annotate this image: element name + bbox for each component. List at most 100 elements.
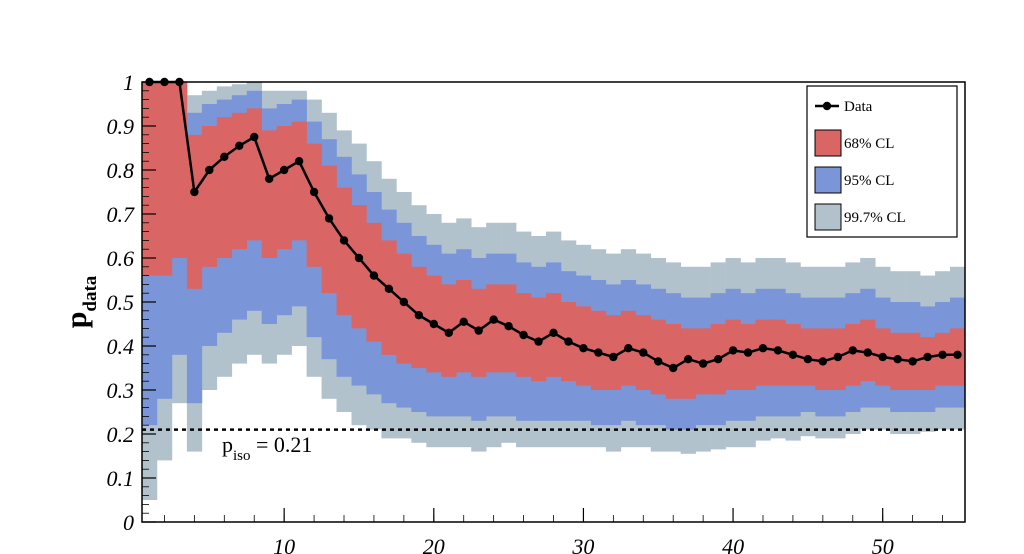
data-point bbox=[324, 214, 334, 223]
data-point bbox=[773, 346, 783, 355]
data-point bbox=[250, 132, 259, 142]
band-68-bin bbox=[740, 324, 756, 390]
data-point bbox=[190, 187, 199, 197]
band-68-bin bbox=[755, 319, 771, 386]
band-68-bin bbox=[246, 108, 263, 241]
band-68-bin bbox=[845, 324, 861, 386]
data-point bbox=[459, 317, 468, 326]
data-point bbox=[339, 236, 349, 245]
legend-data-marker bbox=[822, 101, 832, 111]
data-point bbox=[414, 311, 424, 320]
band-68-bin bbox=[261, 130, 277, 258]
band-68-bin bbox=[142, 82, 158, 276]
band-68-bin bbox=[396, 253, 412, 364]
band-68-bin bbox=[605, 315, 622, 390]
band-68-bin bbox=[156, 82, 173, 276]
legend: Data 68% CL 95% CL 99.7% CL bbox=[806, 85, 958, 238]
data-point bbox=[938, 350, 947, 359]
data-point bbox=[893, 355, 902, 364]
data-point bbox=[205, 165, 214, 175]
band-68-bin bbox=[486, 284, 502, 373]
reference-label-sub: iso bbox=[233, 448, 251, 464]
band-68-bin bbox=[935, 332, 951, 386]
data-point bbox=[818, 357, 828, 366]
isotropic-reference-line: piso = 0.21 bbox=[142, 428, 965, 464]
data-point bbox=[429, 319, 438, 329]
data-point bbox=[534, 337, 543, 346]
band-68-bin bbox=[306, 143, 322, 267]
y-tick-label: 0.1 bbox=[107, 466, 135, 491]
band-68-bin bbox=[920, 337, 936, 390]
y-tick-label: 0.3 bbox=[107, 378, 135, 403]
y-axis-label-sub: data bbox=[80, 275, 101, 311]
data-point bbox=[698, 359, 708, 368]
y-tick-label: 0.2 bbox=[107, 422, 135, 447]
data-point bbox=[444, 328, 453, 337]
data-point bbox=[579, 344, 588, 353]
data-point bbox=[594, 348, 603, 357]
data-point bbox=[654, 357, 663, 366]
x-tick-label: 50 bbox=[872, 534, 894, 554]
data-point bbox=[713, 355, 723, 364]
data-point bbox=[369, 271, 379, 280]
y-axis-label: pdata bbox=[60, 275, 101, 328]
y-tick-label: 0.8 bbox=[107, 158, 135, 183]
x-tick-label: 20 bbox=[423, 534, 445, 554]
data-point bbox=[474, 326, 483, 335]
legend-swatch bbox=[814, 166, 842, 194]
data-point bbox=[878, 352, 887, 362]
band-68-bin bbox=[291, 121, 307, 241]
data-point bbox=[758, 344, 768, 353]
band-68-bin bbox=[231, 112, 248, 250]
data-point bbox=[863, 348, 872, 357]
data-point bbox=[803, 355, 813, 364]
data-point bbox=[624, 344, 633, 353]
data-point bbox=[399, 297, 409, 307]
data-point bbox=[384, 284, 394, 293]
band-68-bin bbox=[680, 328, 696, 399]
data-point bbox=[639, 348, 648, 357]
data-point bbox=[923, 352, 932, 362]
data-point bbox=[908, 357, 917, 366]
y-tick-label: 0.6 bbox=[107, 246, 135, 271]
data-point bbox=[279, 165, 289, 175]
axes: 0 0.1 0.2 0.3 0.4 0.5 0.6 0.7 0.8 0.9 1 10 20 30 40 50 bbox=[107, 70, 943, 554]
reference-label-p: p bbox=[222, 432, 233, 457]
data-point bbox=[728, 346, 738, 355]
legend-label: 99.7% CL bbox=[844, 210, 906, 226]
band-68-bin bbox=[276, 126, 292, 250]
band-68-bin bbox=[321, 165, 337, 294]
y-tick-label: 0.7 bbox=[107, 202, 136, 227]
data-point bbox=[743, 348, 753, 357]
y-tick-label: 0 bbox=[123, 510, 134, 535]
band-68-bin bbox=[456, 280, 472, 373]
data-point bbox=[953, 350, 962, 359]
data-point bbox=[519, 330, 528, 340]
y-tick-label: 0.5 bbox=[107, 290, 135, 315]
data-point bbox=[788, 350, 798, 359]
legend-label: 95% CL bbox=[844, 173, 894, 189]
band-68-bin bbox=[381, 240, 397, 355]
y-tick-label: 0.9 bbox=[107, 114, 135, 139]
band-68-bin bbox=[201, 126, 218, 267]
data-point bbox=[848, 346, 857, 355]
y-axis-label-main: p bbox=[60, 312, 93, 329]
y-tick-label: 1 bbox=[123, 70, 134, 95]
band-68-bin bbox=[351, 205, 367, 329]
x-tick-label: 10 bbox=[273, 534, 295, 554]
data-point bbox=[294, 157, 304, 166]
data-point bbox=[669, 363, 678, 373]
data-point bbox=[264, 174, 274, 183]
x-tick-label: 30 bbox=[571, 534, 594, 554]
reference-line-label: piso = 0.21 bbox=[222, 432, 312, 464]
data-point bbox=[354, 253, 364, 263]
data-point bbox=[683, 355, 693, 364]
band-68-bin bbox=[336, 187, 352, 316]
reference-label-value: = 0.21 bbox=[251, 432, 313, 457]
x-tick-label: 40 bbox=[722, 534, 744, 554]
legend-swatch bbox=[814, 203, 842, 231]
data-point bbox=[489, 315, 498, 324]
legend-label: Data bbox=[844, 99, 873, 115]
legend-swatch bbox=[814, 129, 842, 157]
